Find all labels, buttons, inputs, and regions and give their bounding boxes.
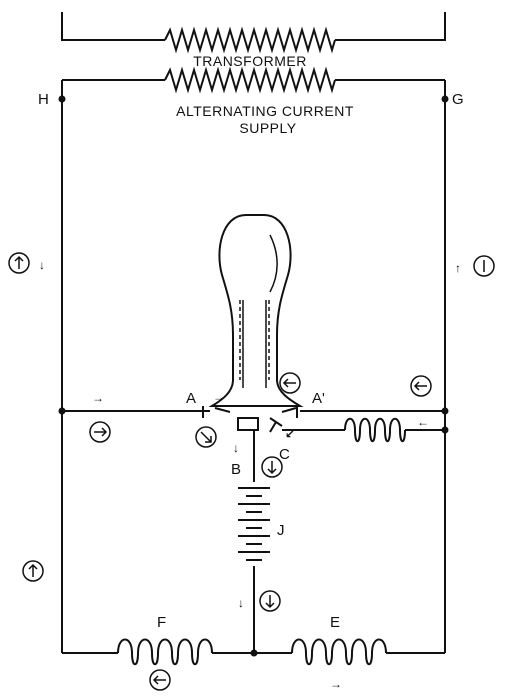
label-H: H (38, 91, 49, 108)
meter-B (261, 456, 283, 478)
meter-right-upper (410, 375, 432, 397)
arrow-mid-left: → (92, 391, 104, 405)
transformer-caption: TRANSFORMER (193, 53, 307, 69)
meter-mid-left (89, 421, 111, 443)
arrow-upper-right: ↑ (455, 261, 461, 275)
node-dot-G (441, 95, 449, 103)
transformer-secondary (62, 66, 445, 94)
label-B: B (231, 461, 241, 478)
arrow-C: ↙ (285, 427, 295, 441)
label-J: J (277, 522, 285, 539)
arrow-center-down: ↓ (238, 596, 244, 610)
arrow-upper-left: ↓ (39, 258, 45, 272)
meter-upper-left (8, 252, 30, 274)
label-F: F (157, 614, 166, 631)
c-branch-coil (344, 417, 406, 443)
coil-F (117, 638, 213, 666)
node-dot-right-middle (441, 407, 449, 415)
meter-upper-right (473, 255, 495, 277)
meter-lower-left (22, 560, 44, 582)
x-ray-tube (202, 214, 304, 433)
arrow-E: → (330, 677, 342, 691)
node-dot-left-middle (58, 407, 66, 415)
arrow-c-branch: ← (417, 415, 429, 429)
node-dot-bottom-center (250, 649, 258, 657)
arrow-cathode-down: ↓ (233, 441, 239, 455)
label-A-prime: A' (312, 390, 325, 407)
node-dot-H (58, 95, 66, 103)
supply-caption-line1: ALTERNATING CURRENT (176, 103, 354, 119)
node-dot-c-branch (441, 426, 449, 434)
label-E: E (330, 614, 340, 631)
meter-center-bottom (259, 590, 281, 612)
battery-J (238, 487, 270, 561)
supply-caption-line2: SUPPLY (239, 120, 296, 136)
meter-A-prime (279, 372, 301, 394)
meter-F (149, 669, 171, 691)
transformer-primary (61, 12, 446, 54)
label-G: G (452, 91, 464, 108)
label-A: A (186, 390, 196, 407)
coil-E (291, 638, 387, 666)
meter-cathode (195, 426, 217, 448)
label-C: C (279, 446, 290, 463)
